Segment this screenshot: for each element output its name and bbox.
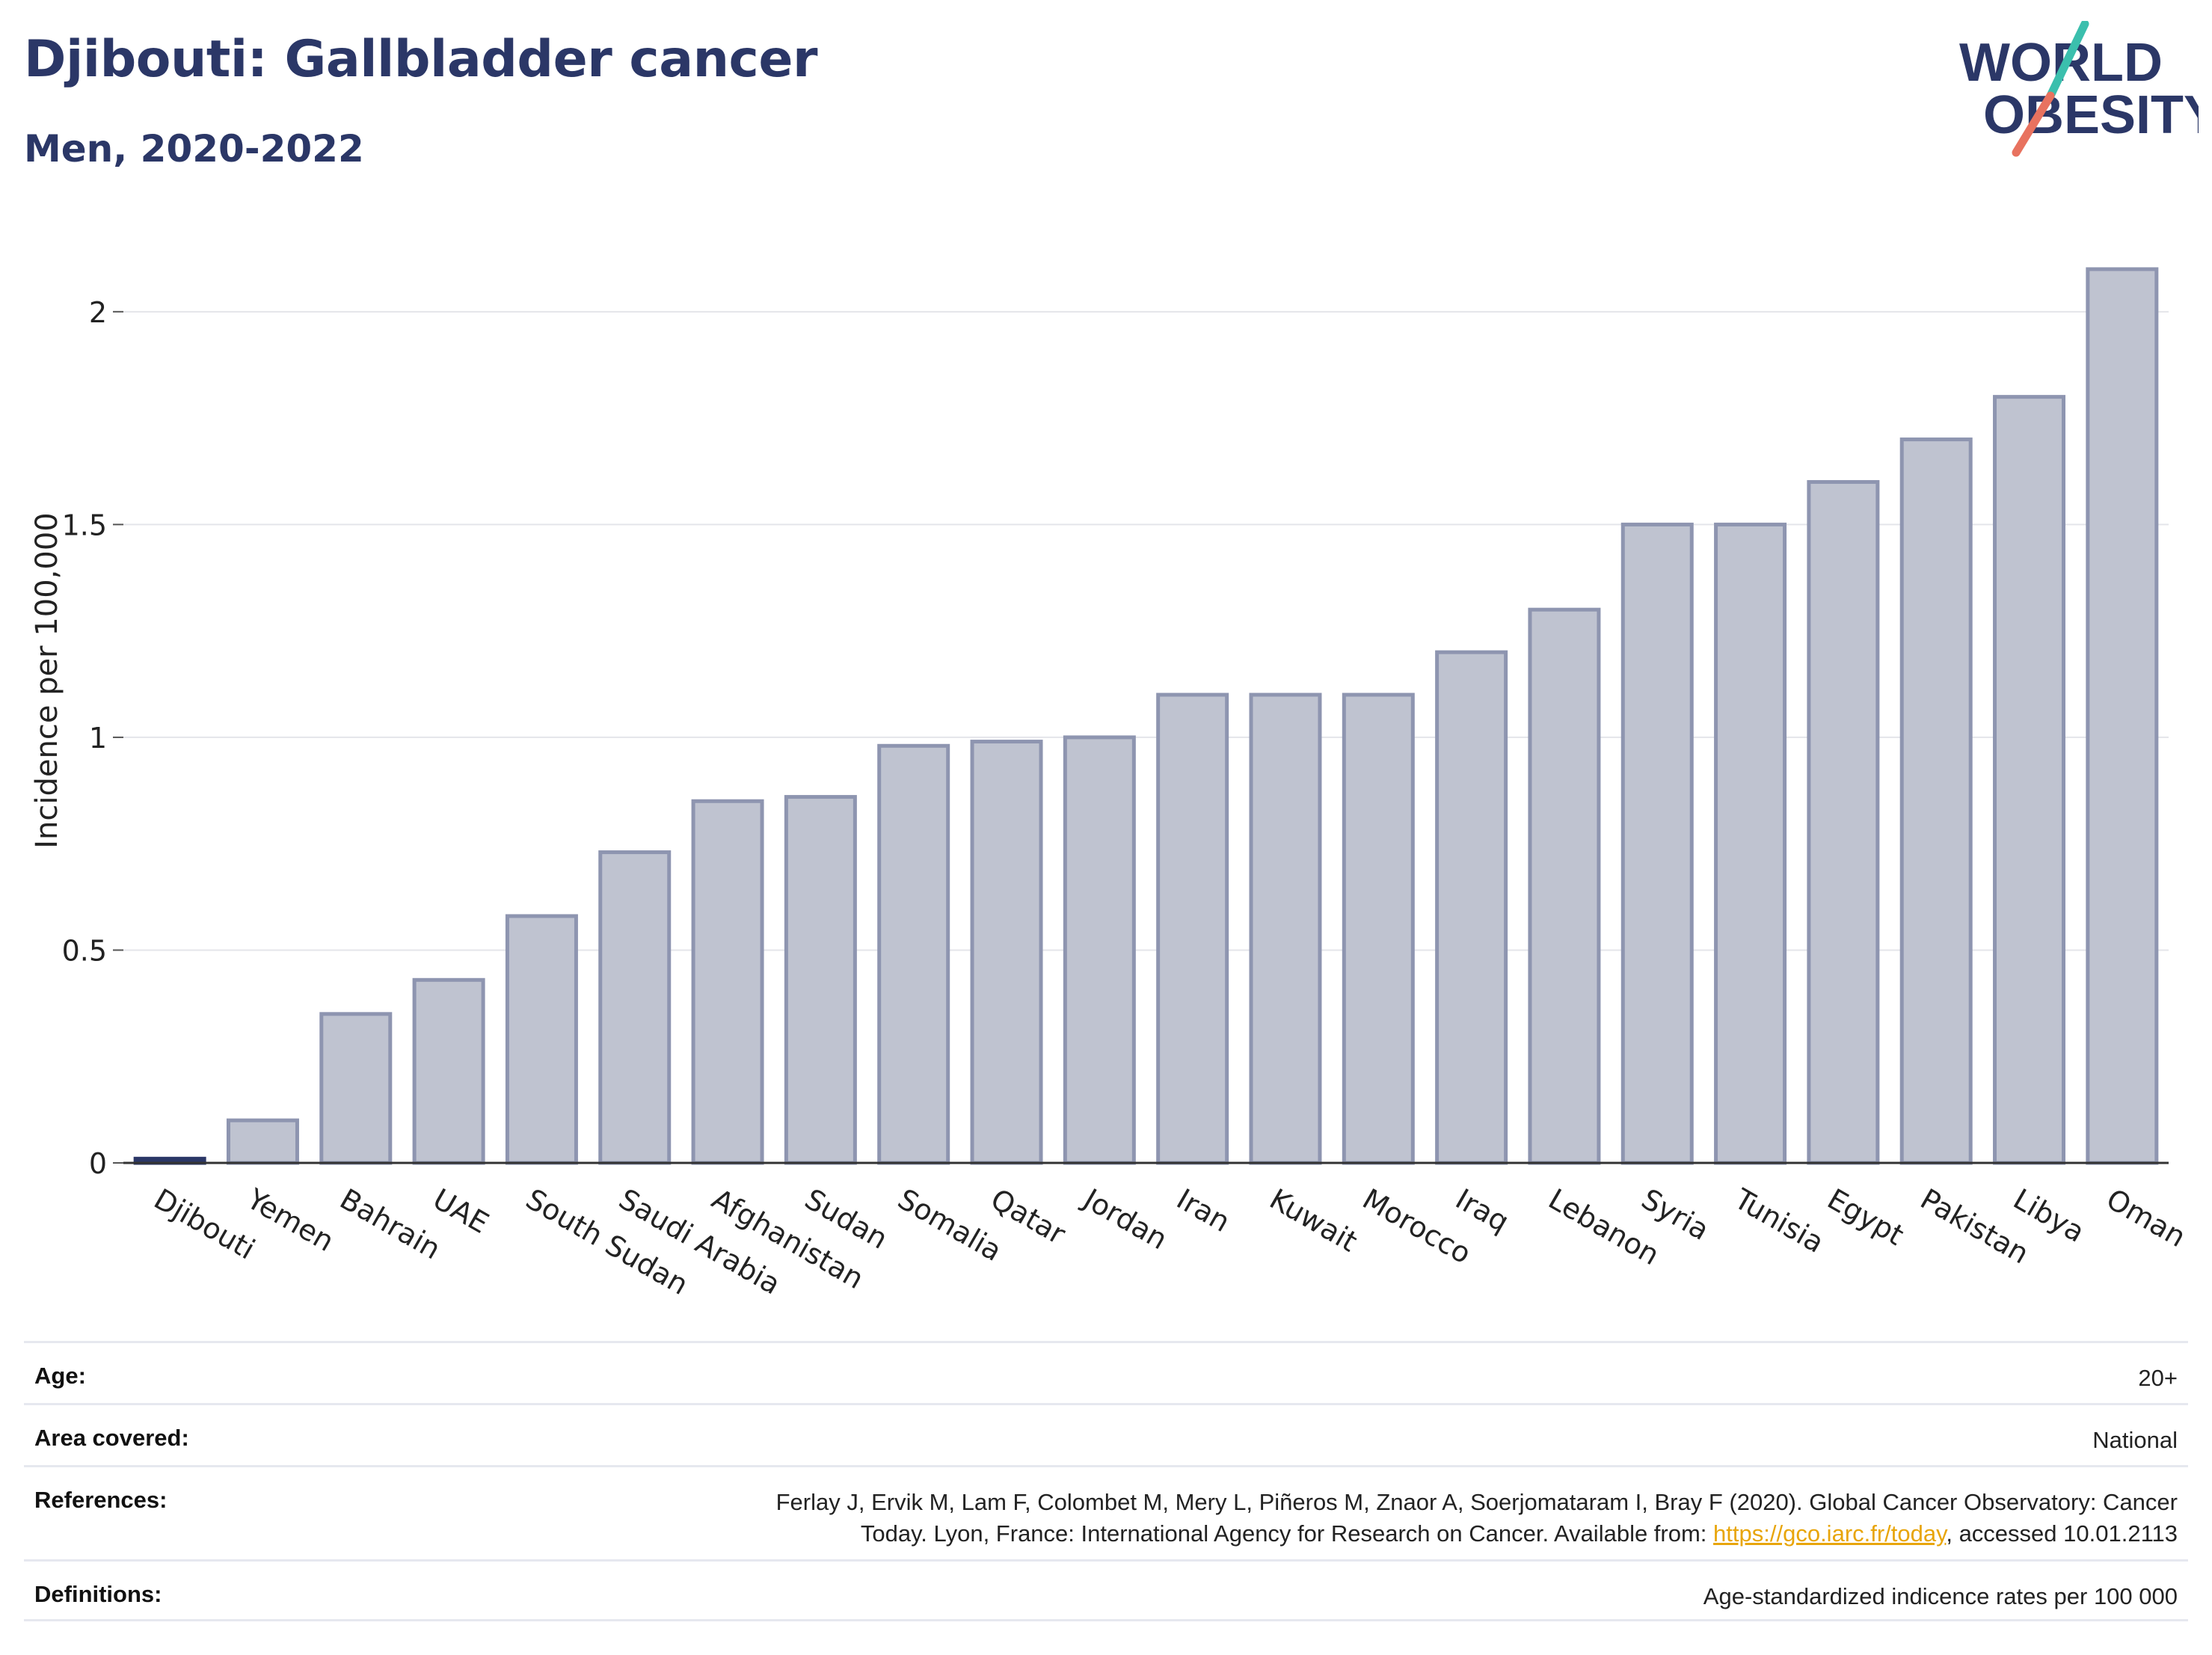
metadata-table: Age: 20+ Area covered: National Referenc… bbox=[24, 1341, 2188, 1621]
meta-row-references: References: Ferlay J, Ervik M, Lam F, Co… bbox=[24, 1465, 2188, 1559]
bar-tunisia bbox=[1714, 522, 1787, 1165]
logo-line-1: WORLD bbox=[1959, 33, 2163, 93]
bar-iran bbox=[1156, 693, 1229, 1165]
bar-libya bbox=[1993, 395, 2066, 1165]
bar-egypt bbox=[1807, 479, 1880, 1165]
bar-sudan bbox=[784, 795, 857, 1165]
x-tick-label: Somalia bbox=[892, 1182, 1007, 1268]
definitions-value: Age-standardized indicence rates per 100… bbox=[1703, 1583, 2178, 1609]
bar-oman bbox=[2086, 267, 2159, 1165]
x-tick-label: Djibouti bbox=[149, 1182, 261, 1266]
bar-iraq bbox=[1435, 650, 1508, 1165]
meta-row-area: Area covered: National bbox=[24, 1403, 2188, 1465]
world-obesity-logo: WORLD OBESITY bbox=[1959, 21, 2199, 157]
references-text-3: , accessed 10.01.2113 bbox=[1946, 1520, 2178, 1547]
bar-lebanon bbox=[1528, 607, 1601, 1165]
x-tick-label: Jordan bbox=[1077, 1182, 1173, 1256]
logo-line-2: OBESITY bbox=[1983, 85, 2199, 145]
x-tick-label: Iraq bbox=[1450, 1182, 1514, 1238]
bar-syria bbox=[1620, 522, 1694, 1165]
y-tick-label: 2 bbox=[89, 296, 107, 329]
references-text-1: Ferlay J, Ervik M, Lam F, Colombet M, Me… bbox=[775, 1489, 2178, 1515]
y-tick-label: 0.5 bbox=[62, 934, 107, 967]
bar-uae bbox=[412, 977, 485, 1165]
chart-title: Djibouti: Gallbladder cancer bbox=[24, 30, 817, 89]
age-label: Age: bbox=[34, 1363, 86, 1389]
y-tick-label: 1 bbox=[89, 722, 107, 755]
bar-south-sudan bbox=[505, 914, 578, 1165]
chart-subtitle: Men, 2020-2022 bbox=[24, 127, 364, 171]
x-tick-label: Kuwait bbox=[1264, 1182, 1362, 1259]
area-value: National bbox=[2092, 1427, 2178, 1453]
logo-slash-teal bbox=[2046, 21, 2089, 100]
x-tick-label: Yemen bbox=[241, 1182, 340, 1258]
references-label: References: bbox=[34, 1487, 168, 1513]
y-tick-label: 0 bbox=[89, 1147, 107, 1180]
bars bbox=[133, 267, 2159, 1165]
references-value: Ferlay J, Ervik M, Lam F, Colombet M, Me… bbox=[776, 1487, 2178, 1550]
bar-yemen bbox=[226, 1118, 299, 1165]
references-text-2: Today. Lyon, France: International Agenc… bbox=[860, 1520, 1714, 1547]
references-link[interactable]: https://gco.iarc.fr/today bbox=[1713, 1520, 1947, 1547]
meta-row-age: Age: 20+ bbox=[24, 1341, 2188, 1403]
bar-pakistan bbox=[1899, 437, 1973, 1165]
area-label: Area covered: bbox=[34, 1425, 189, 1451]
bar-qatar bbox=[970, 740, 1043, 1165]
x-tick-label: UAE bbox=[428, 1182, 494, 1240]
bar-saudi-arabia bbox=[598, 850, 672, 1165]
definitions-label: Definitions: bbox=[34, 1581, 162, 1607]
bar-kuwait bbox=[1249, 693, 1322, 1165]
bar-jordan bbox=[1063, 735, 1136, 1165]
age-value: 20+ bbox=[2138, 1365, 2178, 1391]
bar-morocco bbox=[1342, 693, 1415, 1165]
x-tick-label: Egypt bbox=[1822, 1182, 1909, 1252]
x-tick-label: Bahrain bbox=[334, 1182, 446, 1266]
logo-slash-coral bbox=[2012, 91, 2055, 157]
meta-row-definitions: Definitions: Age-standardized indicence … bbox=[24, 1559, 2188, 1621]
y-axis-label: Incidence per 100,000 bbox=[30, 512, 64, 849]
bar-afghanistan bbox=[691, 799, 764, 1165]
bar-bahrain bbox=[319, 1012, 393, 1165]
x-tick-label: Oman bbox=[2101, 1182, 2191, 1253]
bar-somalia bbox=[877, 743, 950, 1165]
x-tick-label: Tunisia bbox=[1728, 1182, 1829, 1259]
x-tick-label: Iran bbox=[1171, 1182, 1235, 1238]
y-tick-label: 1.5 bbox=[62, 509, 107, 541]
